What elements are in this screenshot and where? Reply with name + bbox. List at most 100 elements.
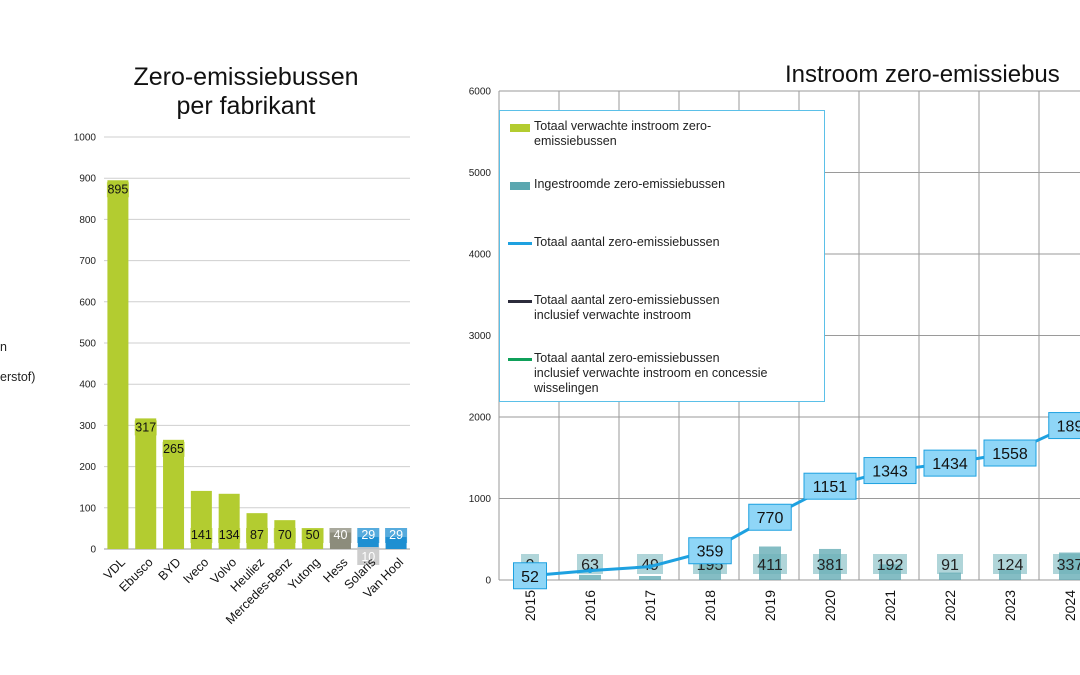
legend-item-3: Totaal aantal zero-emissiebussen — [508, 235, 820, 250]
chart2-category-label: 2022 — [942, 590, 958, 621]
chart2-line-label: 1343 — [872, 464, 908, 481]
chart2-line-label: 770 — [757, 510, 784, 527]
chart1-ytick-label: 300 — [79, 421, 96, 432]
chart2-category-label: 2021 — [882, 590, 898, 621]
chart2-category-label: 2023 — [1002, 590, 1018, 621]
chart1-data-label: 134 — [219, 528, 240, 542]
chart1-data-label: 317 — [135, 420, 156, 434]
chart2-bar-2017 — [639, 576, 661, 580]
chart2-bar-label: 124 — [997, 557, 1024, 574]
chart1-secondary-label: 10 — [361, 550, 375, 564]
chart1-data-label-box — [246, 528, 268, 543]
chart1-data-label-box — [134, 420, 157, 436]
chart1-category-label: BYD — [156, 555, 184, 583]
chart1-data-label-box — [106, 182, 129, 198]
legend-swatch — [508, 293, 532, 308]
chart2-bar-2023 — [999, 569, 1021, 580]
chart1-data-label-box — [385, 528, 408, 543]
chart1-data-label: 141 — [191, 528, 212, 542]
chart1-title-line-2: per fabrikant — [177, 92, 316, 120]
chart2-bar-label-box — [637, 554, 663, 574]
chart2-line-label-box — [513, 562, 547, 590]
chart1-bar-solaris — [357, 537, 379, 549]
chart2-bar-label: 192 — [877, 557, 904, 574]
chart2-category-label: 2016 — [582, 590, 598, 621]
chart2-line-label: 359 — [697, 544, 724, 561]
chart1-data-label-box — [273, 528, 296, 543]
legend-label: Totaal aantal zero-emissiebussen inclusie… — [534, 293, 720, 322]
legend-swatch — [508, 119, 530, 134]
chart2-line-label-box — [748, 503, 792, 531]
chart2-bar-label-box — [1053, 554, 1080, 574]
chart1-ytick-label: 500 — [79, 339, 96, 350]
chart2-ytick-label: 4000 — [469, 250, 492, 261]
chart1-ytick-label: 900 — [79, 174, 96, 185]
chart2-ytick-label: 3000 — [469, 331, 492, 342]
chart1-ytick-label: 0 — [90, 545, 96, 556]
chart2-bar-label-box — [873, 554, 907, 574]
chart2-line-label-box — [803, 472, 857, 500]
chart2-line-label: 52 — [521, 569, 539, 586]
chart2-category-label: 2019 — [762, 590, 778, 621]
legend-label: Totaal aantal zero-emissiebussen — [534, 235, 720, 249]
chart2-line-label: 1151 — [813, 479, 848, 496]
chart2-line-point — [647, 564, 653, 570]
chart2-line-label-box — [863, 457, 917, 485]
chart1-data-label-box — [218, 528, 241, 543]
chart2-title: Instroom zero-emissiebus — [785, 61, 1060, 88]
chart1-ytick-label: 600 — [79, 297, 96, 308]
chart2-category-label: 2024 — [1062, 590, 1078, 621]
chart1-bar-byd — [163, 439, 185, 549]
legend-label: Ingestroomde zero-emissiebussen — [534, 177, 726, 191]
chart2-category-label: 2020 — [822, 590, 838, 621]
chart1-data-label: 265 — [163, 442, 184, 456]
chart1-secondary-segment — [357, 547, 380, 565]
legend-label: Totaal verwachte instroom zero-emissiebu… — [534, 119, 712, 148]
chart1-data-label: 29 — [361, 528, 375, 542]
legend-label: Totaal aantal zero-emissiebussen inclusie… — [534, 351, 768, 395]
chart1-bar-vdl — [107, 180, 129, 549]
chart2-total-line — [529, 424, 1071, 578]
chart2-line-label: 1558 — [992, 446, 1028, 463]
chart1-data-label-box — [162, 441, 185, 457]
chart2-bar-label: 91 — [941, 557, 959, 574]
chart1-data-label: 29 — [389, 528, 403, 542]
chart2-ytick-label: 2000 — [469, 413, 492, 424]
chart2-category-label: 2017 — [642, 590, 658, 621]
legend-swatch — [508, 235, 532, 250]
chart1-title-line-1: Zero-emissiebussen — [133, 63, 358, 91]
chart2-bar-2016 — [579, 574, 601, 580]
chart1-data-label: 40 — [334, 528, 348, 542]
page-edge-text-2: erstof) — [0, 370, 36, 384]
page-edge-text-1: n — [0, 340, 7, 354]
chart1-data-label-box — [357, 528, 380, 543]
chart2-category-label: 2018 — [702, 590, 718, 621]
legend-item-1: Totaal verwachte instroom zero-emissiebu… — [508, 119, 820, 149]
chart1-ytick-label: 400 — [79, 380, 96, 391]
inflow-chart-legend: Totaal verwachte instroom zero-emissiebu… — [499, 110, 825, 402]
chart1-data-label-box — [301, 528, 324, 543]
chart2-line-label-box — [983, 439, 1037, 467]
chart2-line-label: 1434 — [932, 456, 968, 473]
chart2-bar-label-box — [937, 554, 963, 574]
chart2-line-label-box — [1048, 412, 1080, 440]
chart2-ytick-label: 0 — [485, 576, 491, 587]
legend-swatch — [508, 351, 532, 366]
chart1-ytick-label: 800 — [79, 215, 96, 226]
legend-item-4: Totaal aantal zero-emissiebussen inclusie… — [508, 293, 820, 323]
chart1-category-label: Yutong — [285, 555, 322, 592]
chart2-bar-label-box — [753, 554, 787, 574]
chart2-line-label-box — [923, 449, 977, 477]
chart2-bar-label: 337 — [1057, 557, 1080, 574]
chart1-bar-van-hool — [385, 537, 407, 549]
legend-swatch — [508, 177, 530, 192]
chart2-ytick-label: 1000 — [469, 494, 492, 505]
chart2-bar-label: 381 — [817, 557, 844, 574]
chart1-data-label-box — [190, 528, 213, 543]
chart2-bar-label-box — [993, 554, 1027, 574]
chart1-ytick-label: 700 — [79, 256, 96, 267]
chart2-ytick-label: 6000 — [469, 87, 492, 98]
chart1-bar-ebusco — [135, 418, 157, 549]
legend-item-2: Ingestroomde zero-emissiebussen — [508, 177, 820, 192]
chart2-category-label: 2015 — [522, 590, 538, 621]
